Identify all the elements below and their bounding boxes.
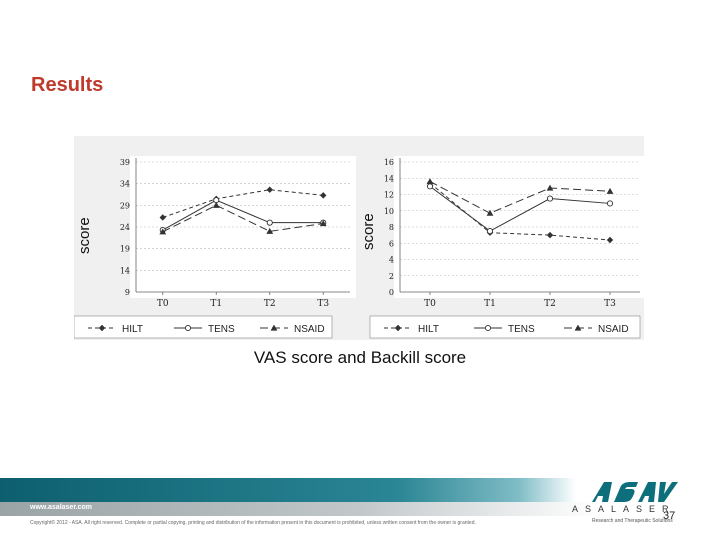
x-tick-label: T3 <box>317 299 329 309</box>
data-point-nsaid <box>606 187 614 194</box>
y-tick-label: 9 <box>125 288 130 297</box>
y-tick-label: 4 <box>389 256 394 265</box>
logo-tagline: Research and Therapeutic Solutions <box>592 518 673 524</box>
y-tick-label: 6 <box>389 239 394 248</box>
y-tick-label: 14 <box>384 174 394 183</box>
series-line-nsaid <box>162 204 324 233</box>
x-tick-label: T0 <box>157 299 169 309</box>
series-nsaid <box>426 178 614 216</box>
y-tick-label: 16 <box>384 158 394 167</box>
asa-logo <box>592 482 678 502</box>
y-tick-label: 8 <box>389 223 394 232</box>
series-line-hilt <box>162 189 324 218</box>
data-point-tens <box>266 219 273 226</box>
data-point-nsaid <box>546 184 554 191</box>
legend-marker-hilt <box>394 324 402 332</box>
legend-label-tens: TENS <box>208 324 235 335</box>
y-tick-label: 0 <box>389 288 394 297</box>
y-tick-label: 12 <box>384 191 394 200</box>
copyright-notice: Copyright© 2012 - ASA. All right reserve… <box>30 520 476 526</box>
chart-1: 9 14 19 24 29 34 39 T0 T1 T2 T3 HILT TENS NSAID <box>74 156 356 339</box>
data-point-nsaid <box>159 228 167 235</box>
data-point-tens <box>606 200 614 207</box>
y-tick-label: 19 <box>120 245 130 254</box>
y-tick-label: 39 <box>120 158 130 167</box>
chart-2-plot-area <box>394 156 644 298</box>
data-point-nsaid <box>319 220 327 227</box>
legend-marker-tens <box>184 324 192 332</box>
legend-label-nsaid: NSAID <box>598 324 629 335</box>
x-tick-label: T1 <box>210 299 222 309</box>
x-tick-label: T3 <box>604 299 616 309</box>
data-point-hilt <box>546 231 554 239</box>
y-tick-label: 34 <box>120 180 130 189</box>
chart-2-legend: HILT TENS NSAID <box>369 315 641 339</box>
data-point-nsaid <box>212 201 220 208</box>
chart-caption: VAS score and Backill score <box>253 348 467 367</box>
series-line-nsaid <box>429 181 611 214</box>
data-point-hilt <box>606 236 614 244</box>
y-tick-label: 29 <box>120 201 130 210</box>
y-tick-label: 2 <box>389 272 394 281</box>
data-point-hilt <box>266 186 273 193</box>
series-line-tens <box>429 185 611 232</box>
asa-logo-mark <box>592 482 678 502</box>
series-nsaid <box>159 201 327 235</box>
y-tick-label: 24 <box>120 223 130 232</box>
data-point-tens <box>546 195 554 202</box>
series-line-tens <box>162 199 324 231</box>
legend-box <box>369 315 641 339</box>
legend-marker-tens <box>484 324 492 332</box>
data-point-nsaid <box>486 209 494 216</box>
page-number: 37 <box>663 510 676 522</box>
x-tick-label: T1 <box>484 299 496 309</box>
data-point-hilt <box>320 192 327 199</box>
slide-title: Results <box>31 74 104 96</box>
chart-panel: 9 14 19 24 29 34 39 T0 T1 T2 T3 HILT TENS NSAID 0 2 4 6 8 1… <box>74 136 644 340</box>
legend-box <box>74 315 333 339</box>
chart-1-plot-area <box>130 156 356 298</box>
x-tick-label: T2 <box>264 299 276 309</box>
x-tick-label: T2 <box>544 299 556 309</box>
legend-marker-hilt <box>98 324 106 332</box>
chart-1-legend: HILT TENS NSAID <box>74 315 333 339</box>
y-tick-label: 10 <box>384 207 394 216</box>
legend-marker-nsaid <box>574 324 582 331</box>
data-point-nsaid <box>426 178 434 185</box>
chart-2-ylabel: score <box>360 213 377 250</box>
footer-stripe <box>0 502 600 516</box>
logo-wordmark: ASALASER <box>572 504 676 514</box>
x-tick-label: T0 <box>424 299 436 309</box>
chart-1-ylabel: score <box>76 217 93 254</box>
legend-label-hilt: HILT <box>418 324 439 335</box>
chart-2: 0 2 4 6 8 10 12 14 16 T0 T1 T2 T3 HILT TENS NSAID <box>369 156 644 339</box>
series-line-hilt <box>429 182 611 241</box>
data-point-hilt <box>159 214 166 221</box>
data-point-nsaid <box>266 227 274 234</box>
legend-label-hilt: HILT <box>122 324 143 335</box>
legend-label-tens: TENS <box>508 324 535 335</box>
y-tick-label: 14 <box>120 266 130 275</box>
data-point-tens <box>486 228 494 235</box>
series-tens <box>159 197 327 234</box>
series-tens <box>426 183 614 235</box>
data-point-tens <box>426 183 434 190</box>
footer-url[interactable]: www.asalaser.com <box>30 504 92 511</box>
legend-marker-nsaid <box>270 324 278 331</box>
legend-label-nsaid: NSAID <box>294 324 325 335</box>
